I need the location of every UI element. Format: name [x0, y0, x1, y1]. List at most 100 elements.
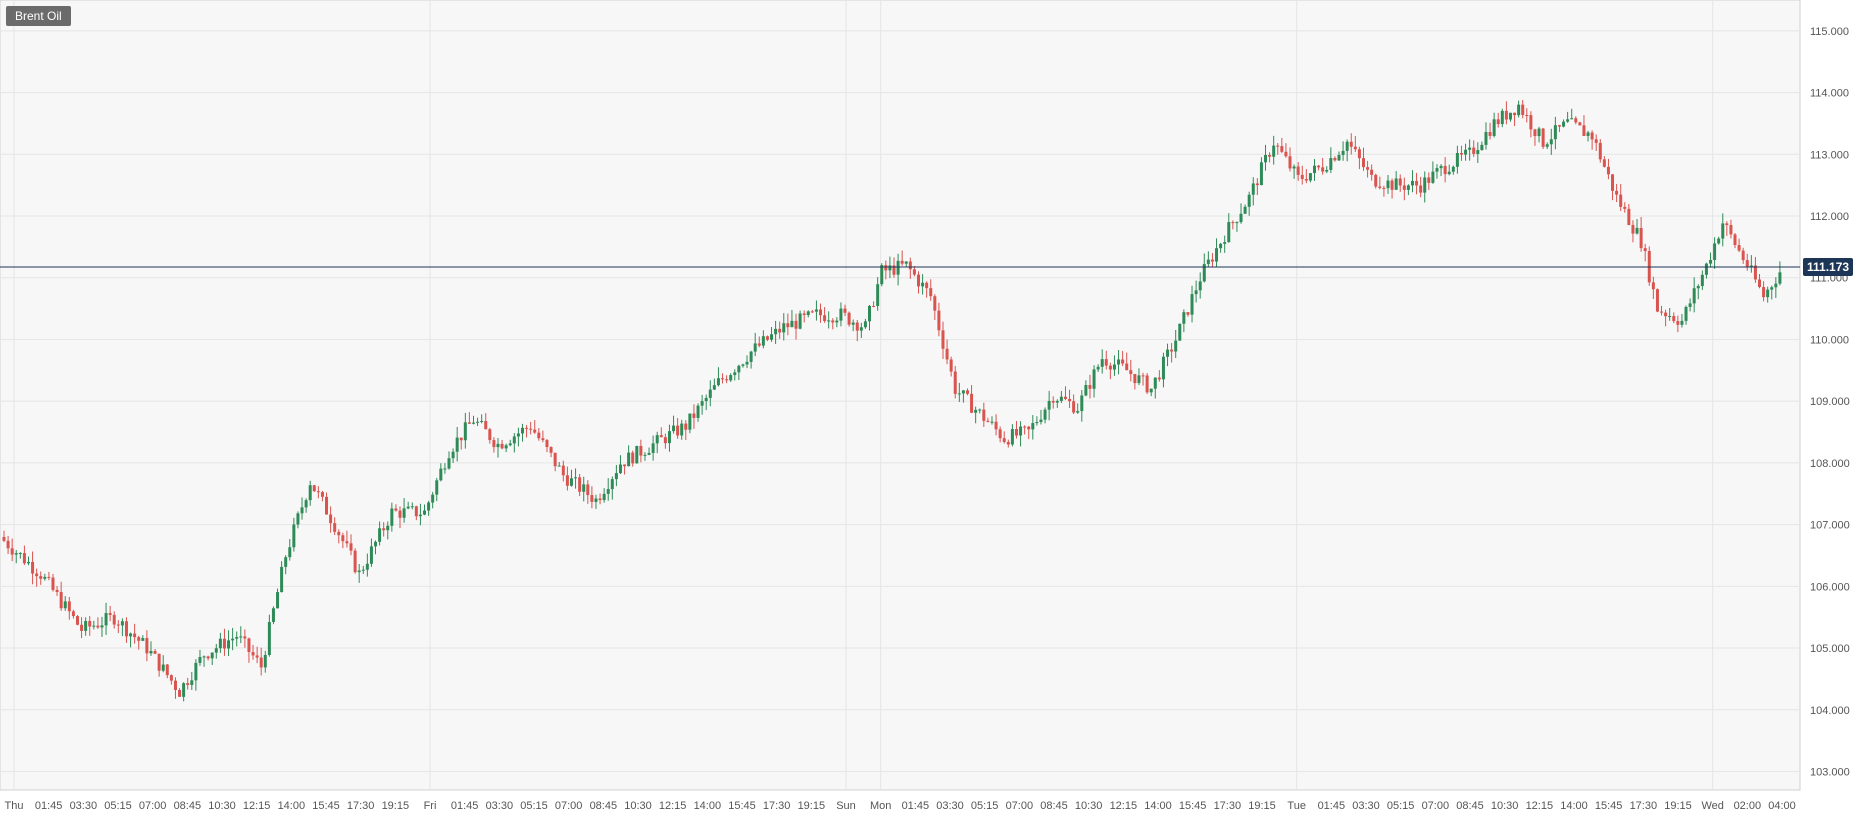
candle-body	[492, 440, 496, 448]
candle-body	[1288, 156, 1292, 169]
candle-body	[782, 323, 786, 333]
candle-body	[1019, 426, 1023, 436]
candle-body	[1031, 423, 1035, 430]
candle-body	[610, 479, 614, 490]
symbol-badge[interactable]: Brent Oil	[6, 6, 71, 26]
candle-body	[484, 420, 488, 430]
candle-body	[1753, 265, 1757, 280]
candle-body	[1521, 104, 1525, 116]
candle-body	[71, 611, 75, 617]
candle-body	[1080, 395, 1084, 412]
candle-body	[235, 637, 239, 639]
y-tick-label: 105.000	[1810, 643, 1850, 655]
candle-body	[520, 427, 524, 434]
plot-background	[0, 0, 1801, 791]
candle-body	[418, 514, 422, 517]
candle-body	[1439, 165, 1443, 169]
candle-body	[1680, 320, 1684, 325]
candle-body	[1366, 167, 1370, 170]
candle-body	[721, 378, 725, 380]
candle-body	[970, 393, 974, 413]
candle-body	[1513, 112, 1517, 116]
candle-body	[876, 284, 880, 306]
candle-body	[1549, 139, 1553, 145]
candle-body	[1153, 377, 1157, 389]
candle-body	[75, 616, 79, 625]
candle-body	[390, 508, 394, 526]
candle-body	[1415, 180, 1419, 186]
candle-body	[1574, 118, 1578, 123]
candle-body	[276, 592, 280, 609]
candle-body	[1590, 132, 1594, 140]
time-axis: Thu 01:45 03:30 05:15 07:00 08:45 10:30 12:15 14…	[5, 800, 1796, 812]
candle-body	[737, 365, 741, 373]
candle-body	[806, 311, 810, 315]
candle-body	[1313, 165, 1317, 174]
candle-body	[770, 334, 774, 340]
candle-body	[165, 664, 169, 676]
candle-body	[647, 452, 651, 455]
candle-body	[312, 485, 316, 492]
candle-body	[349, 543, 353, 551]
candle-body	[378, 528, 382, 542]
candle-body	[1419, 185, 1423, 193]
x-tick-label: 19:15	[798, 800, 826, 812]
candle-body	[937, 310, 941, 331]
candle-body	[1533, 129, 1537, 137]
y-tick-label: 103.000	[1810, 766, 1850, 778]
candle-body	[823, 315, 827, 322]
candle-body	[1243, 206, 1247, 214]
candle-body	[51, 577, 55, 590]
candle-body	[345, 541, 349, 544]
candle-body	[1247, 194, 1251, 207]
candle-body	[1410, 180, 1414, 186]
candle-body	[496, 443, 500, 448]
candle-body	[1206, 259, 1210, 265]
x-tick-label: 07:00	[555, 800, 583, 812]
candle-body	[1300, 174, 1304, 179]
candle-body	[382, 528, 386, 531]
candle-body	[210, 652, 214, 659]
y-tick-label: 109.000	[1810, 396, 1850, 408]
candle-body	[1709, 259, 1713, 264]
candle-body	[133, 633, 137, 638]
candle-body	[329, 514, 333, 524]
candle-body	[569, 478, 573, 486]
candle-body	[1406, 185, 1410, 190]
candle-body	[949, 359, 953, 372]
candle-body	[798, 313, 802, 329]
candle-body	[1394, 178, 1398, 190]
x-tick-label: 07:00	[1422, 800, 1450, 812]
candle-body	[1014, 429, 1018, 436]
candle-body	[1529, 115, 1533, 130]
candle-body	[63, 601, 67, 609]
candle-body	[1525, 115, 1529, 117]
candle-body	[186, 683, 190, 685]
x-tick-label: 10:30	[208, 800, 236, 812]
y-tick-label: 107.000	[1810, 520, 1850, 532]
x-tick-label: 14:00	[278, 800, 306, 812]
candle-body	[986, 420, 990, 422]
candle-body	[1508, 112, 1512, 120]
candle-body	[814, 309, 818, 312]
candle-body	[1296, 166, 1300, 175]
candle-body	[227, 640, 231, 649]
candle-body	[1194, 290, 1198, 295]
candle-body	[945, 348, 949, 360]
candle-body	[921, 282, 925, 287]
candle-body	[1623, 206, 1627, 209]
candle-body	[1133, 374, 1137, 384]
candle-body	[1557, 125, 1561, 127]
candle-body	[43, 576, 47, 579]
candle-body	[1431, 171, 1435, 183]
candle-body	[1255, 183, 1259, 186]
candle-body	[414, 506, 418, 517]
candle-body	[337, 531, 341, 536]
candle-body	[1129, 370, 1133, 375]
candle-body	[868, 305, 872, 322]
candle-body	[476, 421, 480, 423]
candle-body	[635, 445, 639, 464]
candle-body	[725, 379, 729, 381]
candle-body	[994, 421, 998, 430]
